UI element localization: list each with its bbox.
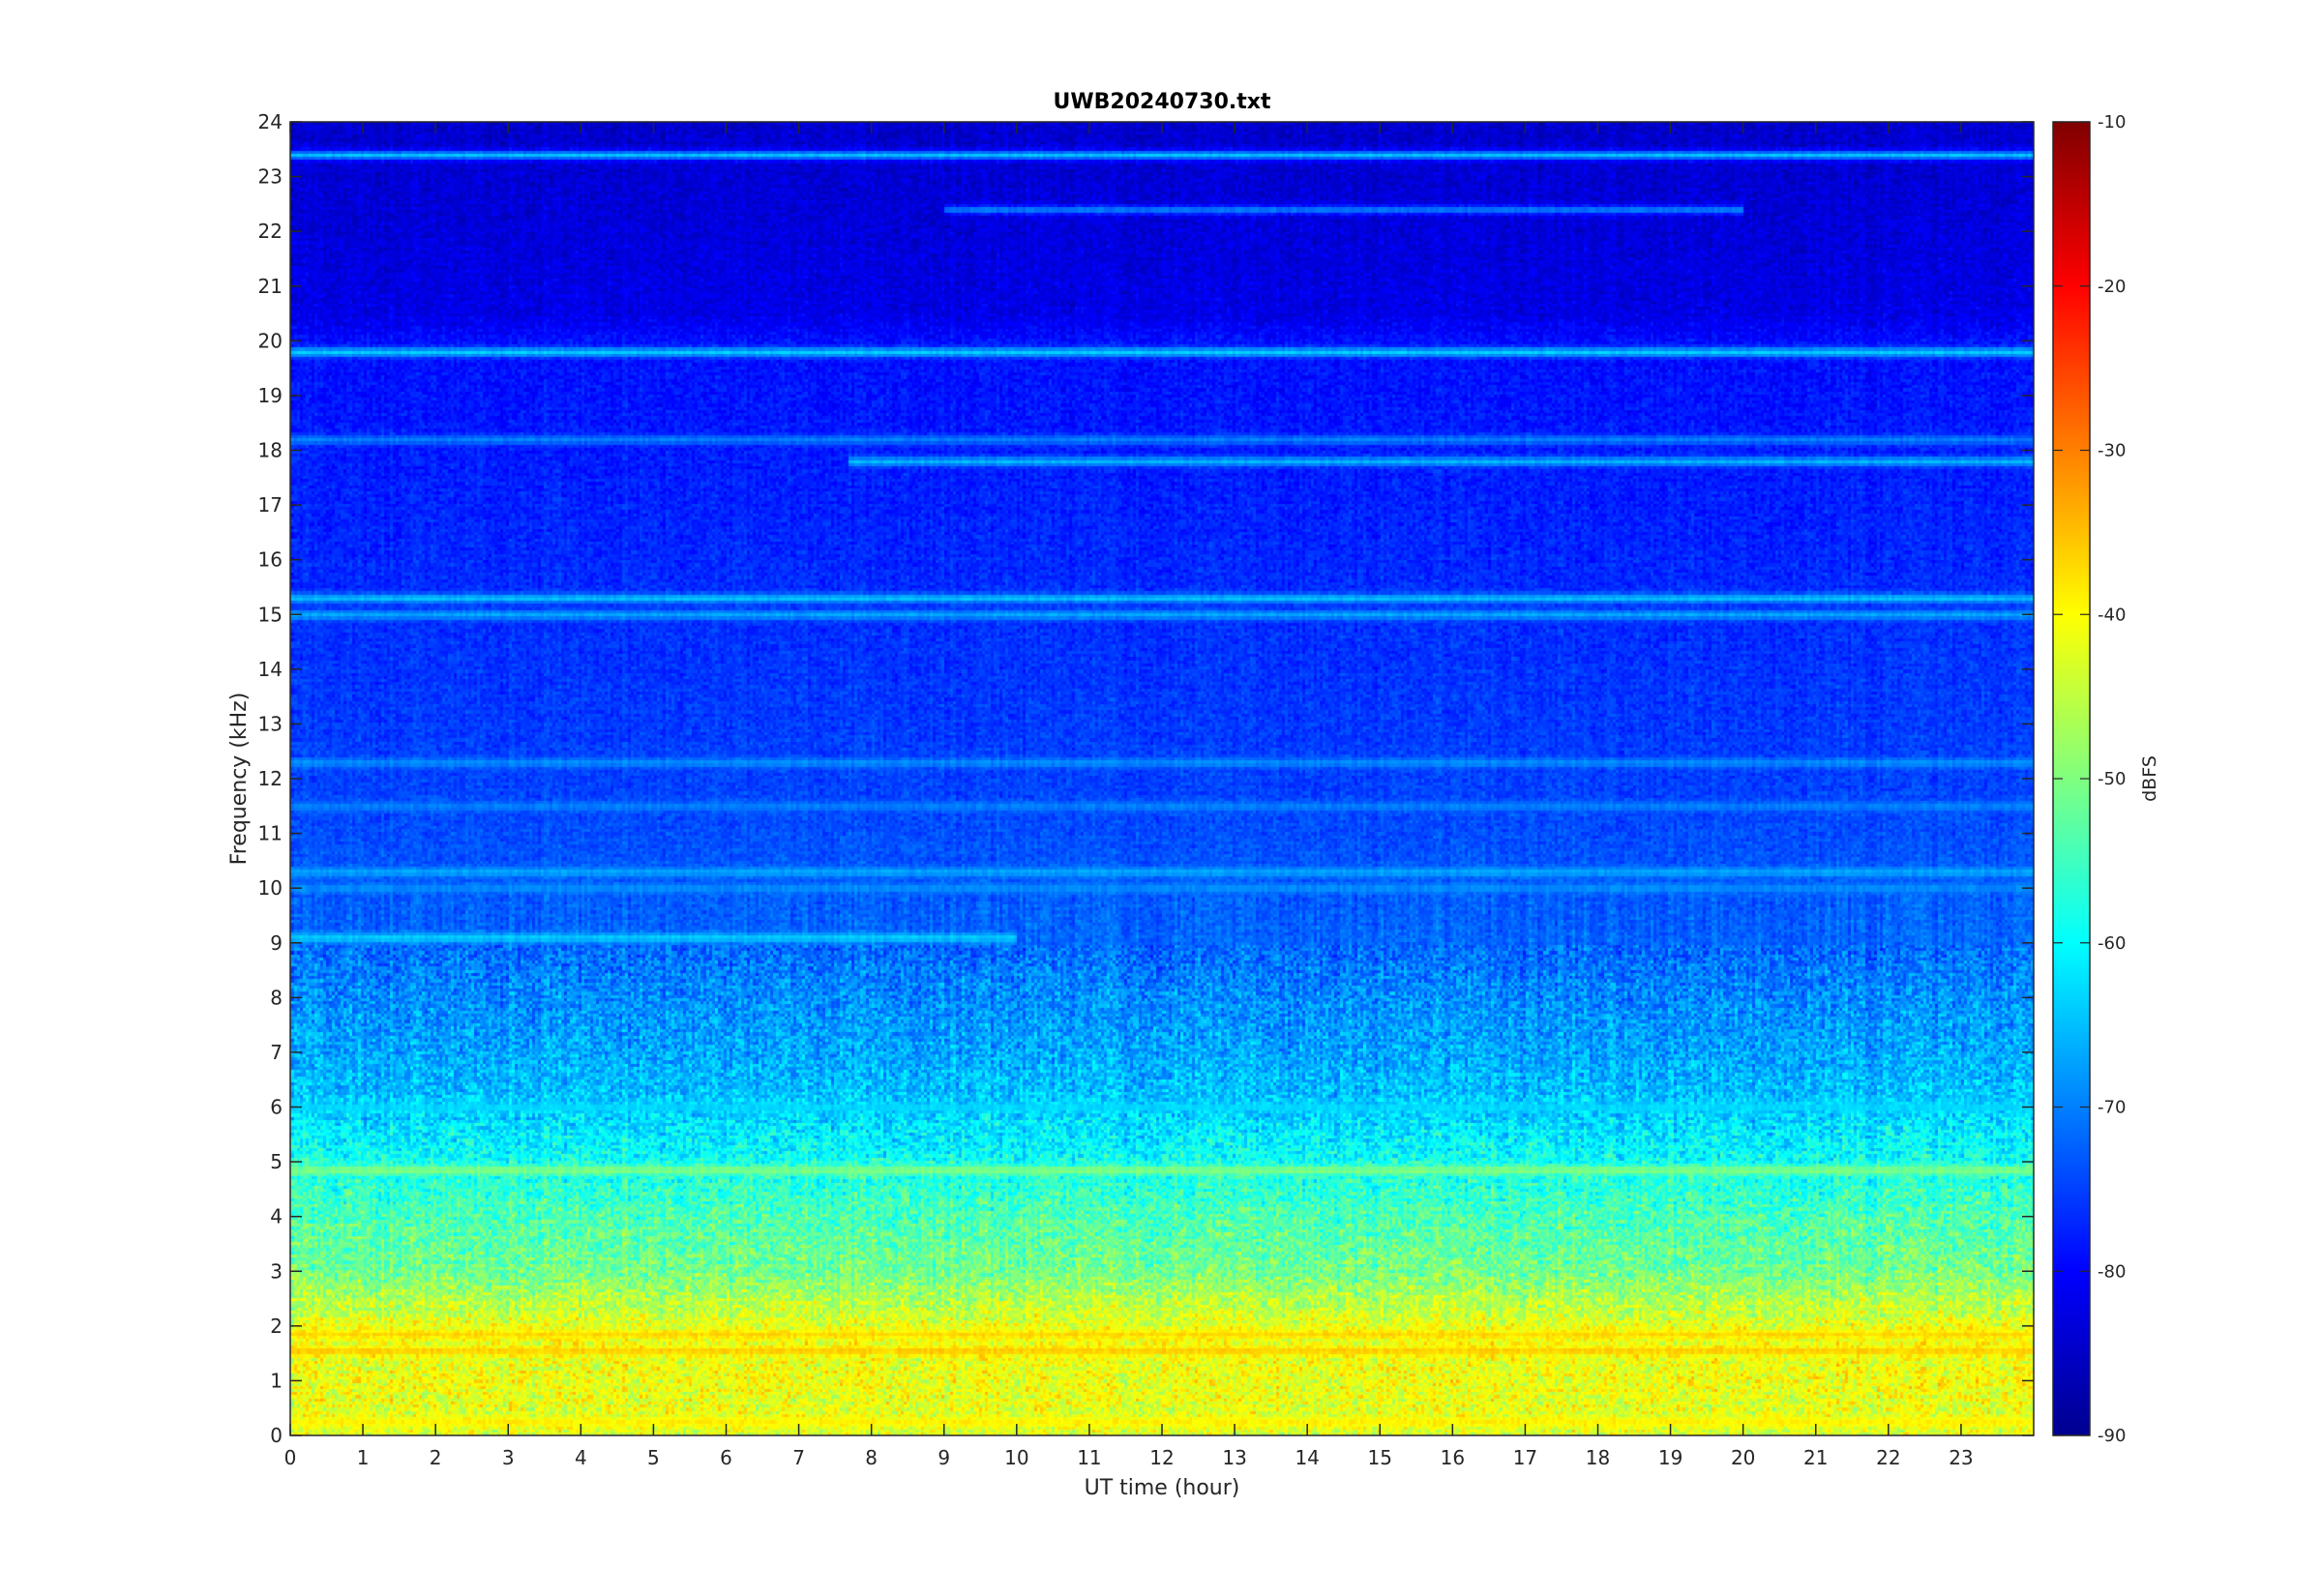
x-tick-label: 6 <box>720 1446 732 1469</box>
y-tick-label: 2 <box>270 1315 283 1338</box>
y-tick-label: 0 <box>270 1424 283 1447</box>
colorbar: -90 -80 -70 -60 -50 -40 -30 -20 -10 dBFS <box>2052 112 2160 1446</box>
x-tick-label: 5 <box>647 1446 660 1469</box>
x-tick-label: 21 <box>1803 1446 1828 1469</box>
x-tick-label: 17 <box>1513 1446 1537 1469</box>
x-tick-label: 4 <box>575 1446 587 1469</box>
x-tick-label: 10 <box>1004 1446 1028 1469</box>
y-axis-label: Frequency (kHz) <box>227 693 252 866</box>
y-tick-label: 14 <box>258 658 283 681</box>
y-tick-label: 24 <box>258 110 283 133</box>
y-tick-label: 5 <box>270 1150 283 1173</box>
colorbar-label: dBFS <box>2139 755 2160 802</box>
spectrogram-canvas <box>290 122 2034 1435</box>
y-tick-label: 8 <box>270 986 283 1009</box>
x-tick-label: 14 <box>1295 1446 1319 1469</box>
colorbar-tick-label: -50 <box>2098 769 2126 789</box>
y-tick-label: 15 <box>258 603 283 626</box>
x-tick-label: 9 <box>938 1446 950 1469</box>
x-tick-label: 3 <box>502 1446 515 1469</box>
x-tick-label: 12 <box>1149 1446 1174 1469</box>
x-tick-label: 20 <box>1731 1446 1755 1469</box>
y-tick-label: 13 <box>258 712 283 735</box>
colorbar-tick-label: -70 <box>2098 1098 2126 1118</box>
x-tick-label: 8 <box>865 1446 878 1469</box>
spectrogram-plot-area <box>290 122 2034 1435</box>
y-tick-label: 4 <box>270 1205 283 1228</box>
colorbar-tick-label: -90 <box>2098 1426 2126 1446</box>
x-tick-label: 0 <box>284 1446 297 1469</box>
y-tick-label: 9 <box>270 931 283 955</box>
y-tick-label: 23 <box>258 165 283 189</box>
y-tick-label: 18 <box>258 439 283 462</box>
x-tick-label: 18 <box>1586 1446 1610 1469</box>
y-tick-label: 11 <box>258 822 283 845</box>
y-tick-label: 7 <box>270 1041 283 1064</box>
x-tick-label: 11 <box>1077 1446 1101 1469</box>
y-tick-label: 21 <box>258 275 283 298</box>
x-axis-label: UT time (hour) <box>1085 1476 1240 1500</box>
y-tick-label: 12 <box>258 767 283 790</box>
y-tick-label: 16 <box>258 548 283 572</box>
colorbar-tick-label: -30 <box>2098 441 2126 461</box>
colorbar-ticks: -90 -80 -70 -60 -50 -40 -30 -20 -10 <box>2053 112 2126 1446</box>
x-tick-label: 2 <box>430 1446 442 1469</box>
colorbar-tick-label: -60 <box>2098 933 2126 954</box>
x-tick-label: 13 <box>1222 1446 1246 1469</box>
x-tick-label: 22 <box>1876 1446 1900 1469</box>
y-tick-label: 1 <box>270 1369 283 1392</box>
y-tick-label: 10 <box>258 876 283 900</box>
colorbar-tick-label: -80 <box>2098 1261 2126 1282</box>
x-tick-label: 7 <box>792 1446 805 1469</box>
x-tick-label: 19 <box>1658 1446 1682 1469</box>
chart-title: UWB20240730.txt <box>1054 90 1271 114</box>
colorbar-tick-label: -20 <box>2098 277 2126 297</box>
colorbar-tick-label: -10 <box>2098 112 2126 133</box>
colorbar-tick-label: -40 <box>2098 605 2126 625</box>
x-axis: 0 1 2 3 4 5 6 7 8 9 10 11 12 13 14 15 16 17 18 19 20 21 22 23 <box>284 122 1974 1469</box>
y-tick-label: 22 <box>258 220 283 243</box>
x-tick-label: 15 <box>1368 1446 1392 1469</box>
x-tick-label: 16 <box>1441 1446 1465 1469</box>
x-tick-label: 1 <box>357 1446 370 1469</box>
y-tick-label: 6 <box>270 1096 283 1119</box>
y-tick-label: 17 <box>258 493 283 517</box>
y-tick-label: 3 <box>270 1259 283 1283</box>
x-tick-label: 23 <box>1949 1446 1973 1469</box>
y-tick-label: 19 <box>258 384 283 407</box>
y-tick-label: 20 <box>258 329 283 352</box>
